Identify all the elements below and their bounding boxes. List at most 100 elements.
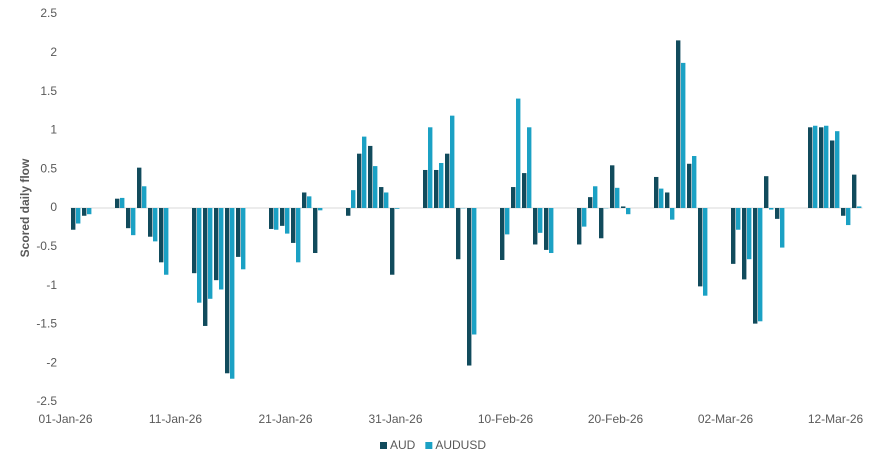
bar [445,153,450,208]
bar [846,208,851,226]
bar [841,208,846,216]
x-tick-label: 10-Feb-26 [478,412,534,426]
bar [87,208,92,215]
bar [538,208,543,233]
x-tick-label: 20-Feb-26 [588,412,644,426]
bar [131,208,136,236]
y-tick-label: 2.5 [40,6,57,20]
bar [775,208,780,219]
bar [230,208,235,379]
x-tick-label: 02-Mar-26 [698,412,754,426]
bar [698,208,703,287]
bar [467,208,472,366]
bar [153,208,158,242]
bar [76,208,81,224]
bar [731,208,736,264]
x-tick-label: 31-Jan-26 [368,412,422,426]
bar [703,208,708,296]
bar [747,208,752,260]
bar [126,208,131,229]
bar [527,127,532,208]
bar [285,208,290,234]
y-tick-label: 0 [50,200,57,214]
legend-label: AUD [390,438,416,452]
bar [395,208,400,209]
bar [219,208,224,290]
bar [852,174,857,208]
bar [456,208,461,260]
y-tick-label: 2 [50,45,57,59]
bar [588,197,593,208]
bar [214,208,219,281]
bar [615,187,620,208]
bar [379,187,384,208]
bar [549,208,554,254]
bar [346,208,351,216]
bar [665,192,670,208]
y-tick-label: 1.5 [40,84,57,98]
bar [687,163,692,208]
bar [274,208,279,230]
bar [197,208,202,303]
bar [357,153,362,208]
bar [192,208,197,274]
x-tick-label: 21-Jan-26 [258,412,312,426]
bar [296,208,301,263]
bar [434,169,439,208]
bar [280,208,285,226]
bar [439,162,444,208]
bar [472,208,477,335]
bar [769,208,774,210]
y-tick-label: -1 [46,278,57,292]
bar [626,208,631,215]
y-tick-label: 1 [50,123,57,137]
bar [681,62,686,208]
bar [71,208,76,230]
bar [582,208,587,227]
bar [780,208,785,248]
bar [511,187,516,208]
bar [857,206,862,208]
bar [692,156,697,208]
legend-label: AUDUSD [435,438,486,452]
bar [593,186,598,208]
bar [819,127,824,208]
bar [599,208,604,239]
bar [450,115,455,208]
bar [291,208,296,243]
bar [742,208,747,280]
y-tick-label: 0.5 [40,161,57,175]
bar [533,208,538,245]
bar [384,192,389,208]
bar [736,208,741,230]
bar [142,186,147,208]
bar [621,206,626,208]
y-tick-label: -1.5 [36,317,57,331]
bar [423,169,428,208]
bar [758,208,763,322]
bar [753,208,758,324]
bar [302,192,307,208]
x-tick-label: 11-Jan-26 [149,412,202,426]
bar [373,166,378,208]
bar [225,208,230,374]
bar [659,188,664,208]
bar [500,208,505,260]
bar [313,208,318,254]
bar [824,125,829,208]
legend-swatch [425,442,433,449]
bar [236,208,241,257]
bar [610,165,615,208]
bar [362,136,367,208]
bar [148,208,153,237]
bar [830,140,835,208]
bar [307,196,312,208]
bar [137,167,142,208]
bar [764,176,769,208]
x-tick-label: 01-Jan-26 [38,412,92,426]
bar [428,127,433,208]
y-axis-label: Scored daily flow [18,158,32,257]
bar [835,131,840,208]
bar [577,208,582,245]
